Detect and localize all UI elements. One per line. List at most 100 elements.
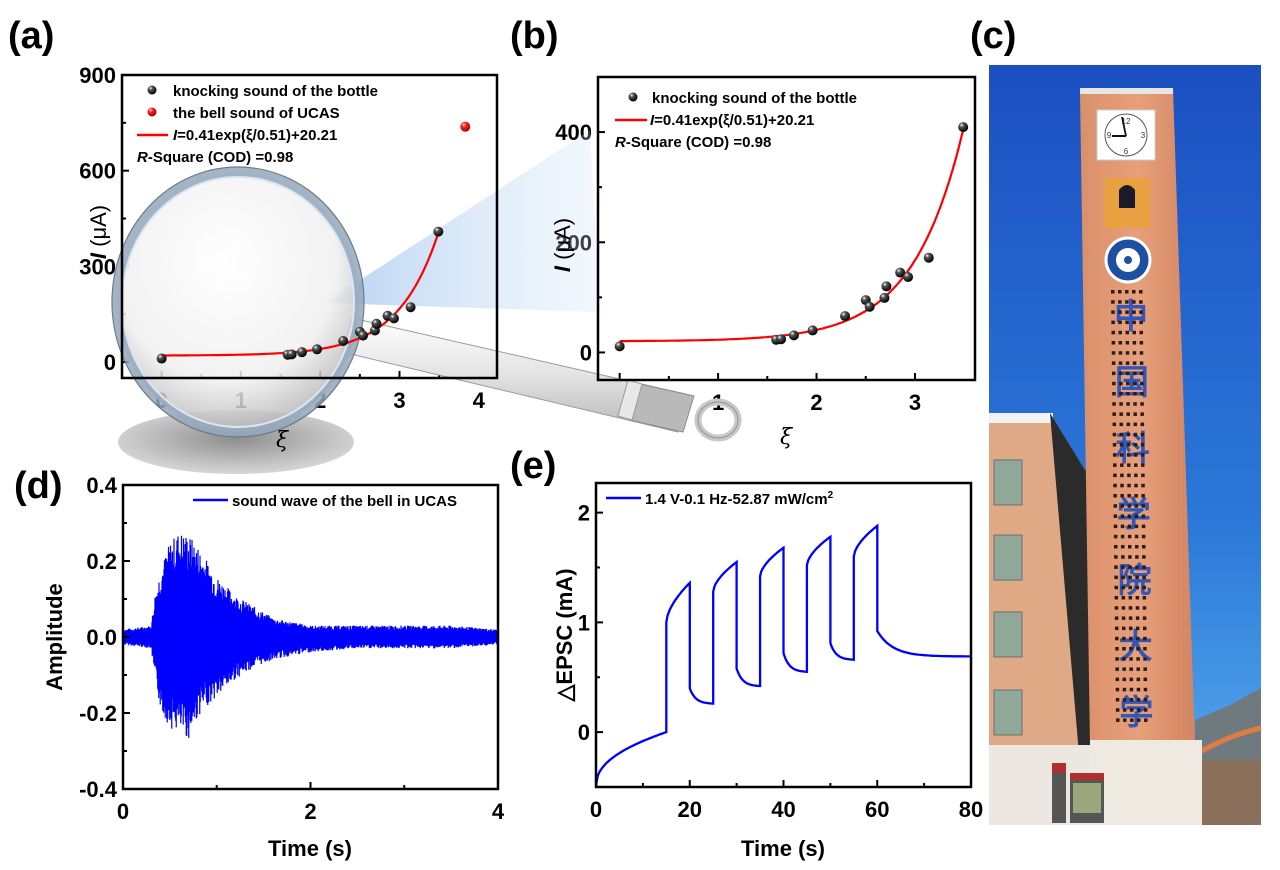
data-point-knock [614,341,625,352]
chart-b-frame [596,75,977,382]
y-tick-label: -0.2 [79,701,117,726]
clock-numeral: 3 [1141,131,1146,140]
magnifier-shadow [118,410,354,474]
chart-b-xlabel: ξ [780,425,794,450]
legend-marker-bell [147,107,157,117]
chart-b-points [614,122,969,352]
left-building [989,413,1100,825]
epsc-line [596,523,971,787]
legend-label-knock: knocking sound of the bottle [173,83,378,100]
legend-label-knock: knocking sound of the bottle [652,90,857,107]
y-tick-label: 900 [79,63,116,88]
data-point-knock [903,271,914,282]
clock-numeral: 12 [1122,117,1131,126]
x-tick-label: 0 [117,799,129,824]
sign [1052,763,1066,823]
data-point-knock [433,226,444,237]
y-tick-label: 600 [79,159,116,184]
data-point-knock [296,347,307,358]
y-tick-label: 2 [578,501,590,526]
x-tick-label: 3 [393,388,405,413]
x-tick-label: 20 [678,797,702,822]
legend-marker-knock [147,85,157,95]
data-point-knock [338,336,349,347]
chart-b: 01230200400 knocking sound of the bottle… [555,77,975,415]
chart-d-ticks: 0 2 4 -0.4 -0.2 0.0 0.2 0.4 [79,473,505,824]
x-tick-label: 40 [771,797,795,822]
chart-a-points [156,121,471,364]
magnifier-illustration [111,130,742,474]
chart-a-legend: knocking sound of the bottle the bell so… [137,83,378,166]
data-point-knock [879,292,890,303]
x-tick-label: 4 [473,388,486,413]
data-point-knock [788,330,799,341]
chart-a-ylabel: I (μA) [86,205,111,259]
data-point-bell [460,121,471,132]
x-tick-label: 0 [590,797,602,822]
chart-d: 0 2 4 -0.4 -0.2 0.0 0.2 0.4 sound wave of the b… [42,473,505,861]
y-tick-label: 0.4 [86,473,117,498]
chart-b-legend: knocking sound of the bottle I=0.41exp(ξ… [615,90,857,151]
chart-e-line-layer [596,523,971,787]
data-point-knock [840,311,851,322]
data-point-knock [881,281,892,292]
chart-d-xlabel: Time (s) [268,836,352,861]
chart-a-xlabel: ξ [276,428,290,453]
x-tick-label: 2 [810,390,822,415]
data-point-knock [895,267,906,278]
clock-numeral: 9 [1107,131,1112,140]
y-tick-label: 1 [578,610,590,635]
legend-label-bell: the bell sound of UCAS [173,105,340,122]
magnifier-handle [341,317,742,442]
data-point-knock [923,252,934,263]
data-point-knock [358,330,369,341]
data-point-knock [807,325,818,336]
y-tick-label: 0.2 [86,549,117,574]
y-tick-label: -0.4 [79,777,118,802]
chart-e-ticks: 0 20 40 60 80 0 1 2 [578,501,983,822]
chart-a-frame [120,73,499,380]
data-point-knock [371,318,382,329]
magnifier-lens [117,172,359,432]
chart-e: 0 20 40 60 80 0 1 2 1.4 V-0.1 Hz-52.87 mW/cm2 △… [552,481,983,861]
panel-label-c: (c) [970,15,1016,57]
chart-b-ylabel: I (μA) [550,218,575,272]
legend-rsquare: R-Square (COD) =0.98 [615,134,771,151]
panel-label-b: (b) [510,15,559,57]
y-tick-label: 0 [580,340,592,365]
waveform-line [123,535,498,738]
panel-label-d: (d) [14,465,63,507]
x-tick-label: 60 [865,797,889,822]
y-tick-label: 300 [79,254,116,279]
data-point-knock [864,301,875,312]
panel-label-a: (a) [8,15,54,57]
chart-d-ylabel: Amplitude [42,583,67,691]
legend-marker-knock [628,92,638,102]
x-tick-label: 80 [959,797,983,822]
x-tick-label: 4 [492,799,505,824]
y-tick-label: 0 [104,350,116,375]
panel-label-e: (e) [510,445,556,487]
y-tick-label: 0.0 [86,625,117,650]
legend-label-fit: I=0.41exp(ξ/0.51)+20.21 [173,127,337,144]
data-point-knock [388,313,399,324]
clock-numeral: 6 [1124,147,1129,156]
chart-e-xlabel: Time (s) [741,836,825,861]
data-point-knock [312,344,323,355]
legend-label-epsc: 1.4 V-0.1 Hz-52.87 mW/cm2 [645,490,834,508]
data-point-knock [286,349,297,360]
legend-label-fit: I=0.41exp(ξ/0.51)+20.21 [650,112,814,129]
data-point-knock [405,302,416,313]
legend-rsquare: R-Square (COD) =0.98 [137,149,293,166]
y-tick-label: 0 [578,720,590,745]
x-tick-label: 3 [909,390,921,415]
data-point-knock [156,353,167,364]
chart-d-waveform [123,535,498,738]
data-point-knock [776,334,787,345]
chart-e-ylabel: △EPSC (mA) [552,568,577,702]
x-tick-label: 2 [304,799,316,824]
tower-holes [1111,290,1148,722]
data-point-knock [958,122,969,133]
